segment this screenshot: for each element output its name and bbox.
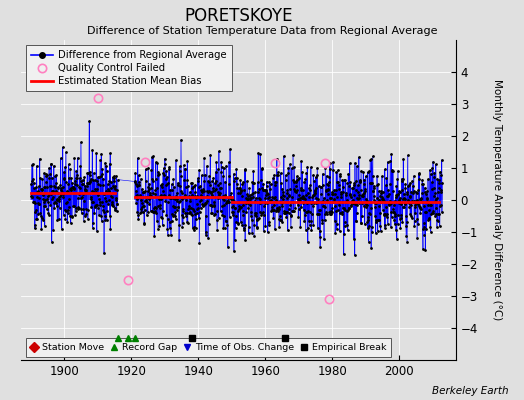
Text: Berkeley Earth: Berkeley Earth [432,386,508,396]
Legend: Station Move, Record Gap, Time of Obs. Change, Empirical Break: Station Move, Record Gap, Time of Obs. C… [26,338,391,357]
Title: PORETSKOYE: PORETSKOYE [184,6,293,24]
Text: Difference of Station Temperature Data from Regional Average: Difference of Station Temperature Data f… [87,26,437,36]
Y-axis label: Monthly Temperature Anomaly Difference (°C): Monthly Temperature Anomaly Difference (… [492,79,502,321]
